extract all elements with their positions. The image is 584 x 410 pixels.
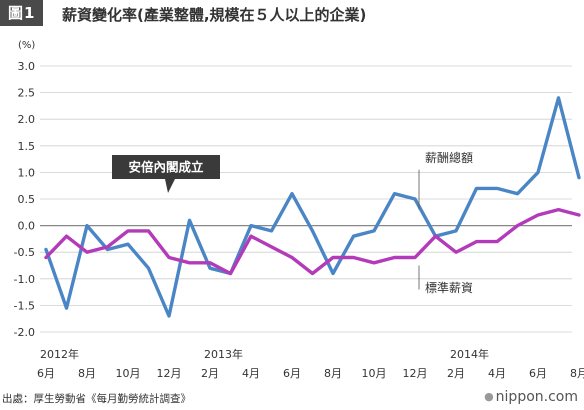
annotation-pointer [165, 179, 175, 193]
y-tick-label: 2.0 [18, 113, 36, 126]
series-line-total-wage [44, 96, 581, 318]
year-label: 2012年 [40, 347, 79, 361]
series-label-total-wage: 薪酬總額 [425, 150, 473, 165]
x-tick-label: 2月 [201, 367, 219, 380]
figure-badge: 圖1 [0, 0, 44, 26]
x-tick-label: 4月 [488, 367, 506, 380]
x-tick-label: 8月 [78, 367, 96, 380]
x-tick-label: 8月 [324, 367, 342, 380]
x-tick-label: 12月 [403, 367, 428, 380]
y-tick-label: -0.5 [14, 246, 35, 259]
y-tick-label: 0.0 [18, 220, 36, 233]
x-tick-label: 10月 [116, 367, 141, 380]
chart-header: 圖1 薪資變化率(產業整體,規模在５人以上的企業) [0, 0, 584, 34]
y-tick-label: 1.5 [18, 140, 36, 153]
y-tick-label: -2.0 [14, 326, 35, 339]
x-tick-label: 2月 [447, 367, 465, 380]
y-tick-label: 3.0 [18, 60, 36, 73]
x-tick-label: 4月 [242, 367, 260, 380]
x-tick-label: 6月 [529, 367, 547, 380]
year-label: 2014年 [450, 347, 489, 361]
x-tick-label: 8月 [570, 367, 584, 380]
source-note: 出處：厚生勞動省《每月勤勞統計調查》 [2, 393, 191, 405]
annotation-text: 安倍內閣成立 [128, 160, 204, 175]
brand-dot-icon: ● [484, 390, 494, 403]
brand-logo: ● nippon.com [484, 389, 578, 405]
y-tick-label: 2.5 [18, 87, 36, 100]
x-tick-label: 6月 [283, 367, 301, 380]
chart-footer: 出處：厚生勞動省《每月勤勞統計調查》 ● nippon.com [0, 389, 584, 410]
y-axis-unit: (%) [18, 40, 36, 51]
chart-title: 薪資變化率(產業整體,規模在５人以上的企業) [62, 6, 367, 24]
x-tick-label: 12月 [157, 367, 182, 380]
y-tick-label: -1.5 [14, 299, 35, 312]
wage-change-line-chart: 3.0 2.5 2.0 1.5 1.0 0.5 0.0 -0.5 -1.0 -1.5 -2.0 6月 8… [14, 60, 584, 380]
series-label-standard-wage: 標準薪資 [425, 280, 473, 295]
x-tick-label: 10月 [362, 367, 387, 380]
y-tick-label: 1.0 [18, 166, 36, 179]
series-line-standard-wage [44, 207, 581, 276]
x-tick-label: 6月 [37, 367, 55, 380]
y-tick-label: 0.5 [18, 193, 36, 206]
brand-text: nippon.com [495, 389, 578, 405]
year-label: 2013年 [204, 347, 243, 361]
y-tick-label: -1.0 [14, 273, 35, 286]
annotation-box [112, 155, 220, 179]
